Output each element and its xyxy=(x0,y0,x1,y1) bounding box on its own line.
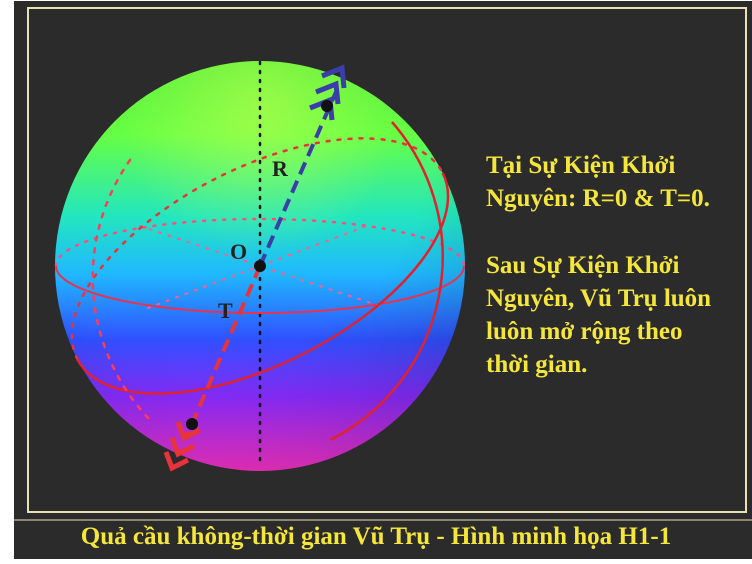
note-line-2: Nguyên: R=0 & T=0. xyxy=(486,185,710,212)
tilted-great-circle xyxy=(70,137,450,395)
t-end-point xyxy=(186,418,198,430)
r-arrow-head-3 xyxy=(309,96,335,121)
label-t: T xyxy=(218,298,233,323)
note-line-6: thời gian. xyxy=(486,351,588,378)
diagram-border xyxy=(27,7,747,513)
r-arrow-head-1 xyxy=(321,64,347,89)
figure-caption: Quả cầu không-thời gian Vũ Trụ - Hình mi… xyxy=(80,523,672,550)
note-line-4: Nguyên, Vũ Trụ luôn xyxy=(486,285,712,312)
r-end-point xyxy=(321,100,333,112)
meridian-arc-back xyxy=(91,158,152,422)
r-axis xyxy=(258,91,338,267)
equator-back xyxy=(54,217,466,268)
note-line-1: Tại Sự Kiện Khởi xyxy=(486,152,676,179)
equator-diameter-1 xyxy=(139,225,381,307)
t-arrow-head-3 xyxy=(163,451,190,472)
note-line-5: luôn mở rộng theo xyxy=(486,318,683,345)
meridian-arc xyxy=(329,121,444,442)
t-arrow-head-1 xyxy=(175,421,202,442)
tilted-circle-back xyxy=(70,137,444,361)
tilted-circle-front xyxy=(76,172,450,395)
t-arrow-head-2 xyxy=(169,437,196,458)
label-r: R xyxy=(272,156,289,181)
origin-point xyxy=(254,260,266,272)
r-arrow-head-2 xyxy=(315,80,341,105)
t-axis xyxy=(184,265,262,439)
label-o: O xyxy=(230,239,247,264)
note-line-3: Sau Sự Kiện Khởi xyxy=(486,252,680,279)
